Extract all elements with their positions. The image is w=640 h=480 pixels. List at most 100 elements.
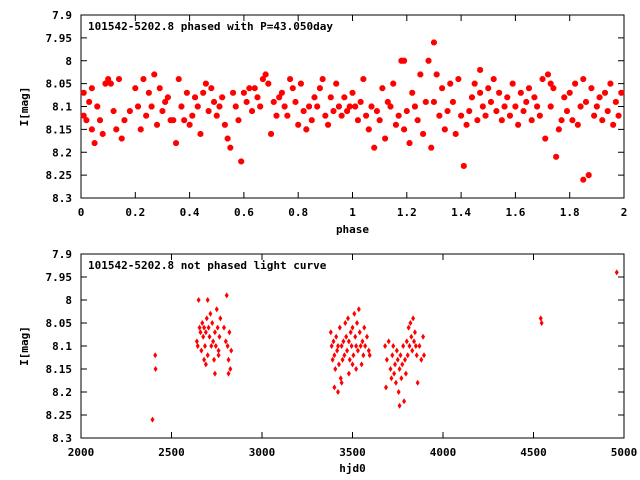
data-point	[384, 98, 391, 105]
data-point	[602, 89, 608, 96]
data-point	[612, 98, 619, 105]
data-point	[226, 370, 231, 377]
data-point	[153, 352, 158, 359]
data-point	[224, 135, 231, 142]
data-point	[580, 76, 587, 83]
data-point	[331, 338, 336, 345]
data-point	[436, 112, 443, 119]
data-point	[393, 361, 398, 368]
data-point	[463, 121, 470, 128]
data-point	[346, 338, 351, 345]
data-point	[545, 71, 551, 78]
data-point	[153, 366, 158, 372]
data-point	[577, 103, 584, 110]
data-point	[195, 343, 200, 349]
data-point	[574, 121, 581, 128]
data-point	[409, 89, 416, 96]
data-point	[350, 324, 355, 331]
data-point	[566, 89, 573, 96]
data-point	[334, 333, 339, 340]
data-point	[91, 140, 98, 147]
x-tick-label: 3500	[339, 446, 366, 459]
data-point	[198, 329, 203, 336]
data-point	[249, 108, 255, 115]
data-point	[212, 370, 217, 377]
data-point	[420, 130, 427, 137]
data-point	[396, 389, 401, 395]
data-point	[395, 112, 402, 119]
y-tick-label: 7.95	[46, 32, 73, 45]
data-point	[346, 103, 353, 110]
data-point	[154, 121, 160, 128]
data-point	[88, 85, 95, 92]
data-point	[349, 89, 356, 96]
chart-panel-1: 0 0.2 0.4 0.6 0.8 1 1.2 1.4 1.6 1.8 2 7.9 7.95 8 8.05 8…	[18, 9, 627, 236]
x-tick-label: 1	[349, 206, 356, 219]
data-point	[379, 85, 386, 92]
data-point	[257, 103, 264, 110]
data-point	[228, 366, 233, 372]
data-point	[572, 80, 579, 87]
x-tick-label: 2500	[158, 446, 185, 459]
data-point	[137, 126, 144, 133]
data-point	[203, 361, 208, 368]
data-point	[314, 103, 321, 110]
data-point	[186, 121, 193, 128]
data-point	[341, 338, 346, 345]
data-point	[196, 297, 201, 303]
data-point	[99, 130, 106, 137]
data-point	[408, 320, 413, 326]
data-point	[344, 108, 351, 115]
data-point	[558, 117, 565, 124]
y-tick-label: 8.25	[46, 409, 73, 422]
data-point	[346, 370, 351, 377]
x-tick-label: 1.2	[397, 206, 417, 219]
data-point	[338, 112, 345, 119]
data-point	[335, 347, 340, 354]
data-point	[345, 347, 350, 354]
data-point	[422, 98, 429, 105]
data-point	[183, 89, 190, 96]
data-point	[270, 98, 277, 105]
y-tick-label: 7.9	[52, 9, 72, 22]
data-point	[224, 292, 229, 299]
data-point	[88, 126, 95, 133]
data-point	[118, 135, 125, 142]
data-point	[393, 379, 398, 386]
x-tick-label: 2000	[68, 446, 95, 459]
data-point	[509, 80, 516, 87]
data-point	[227, 144, 234, 151]
y-tick-label: 8.3	[52, 192, 72, 205]
data-point	[534, 103, 541, 110]
data-point	[210, 320, 215, 326]
data-point	[354, 117, 361, 124]
data-point	[428, 144, 435, 151]
data-point	[94, 103, 101, 110]
data-point	[330, 356, 335, 363]
data-point	[538, 315, 543, 322]
data-point	[221, 324, 226, 331]
data-point	[368, 103, 375, 110]
data-point	[225, 343, 230, 349]
data-point	[444, 108, 451, 115]
data-point	[409, 333, 414, 340]
data-point	[339, 379, 344, 386]
data-point	[204, 315, 209, 322]
data-point	[596, 94, 603, 101]
data-point	[335, 103, 342, 110]
data-point	[553, 153, 560, 160]
data-point	[542, 135, 549, 142]
data-point	[300, 108, 307, 115]
data-point	[358, 343, 363, 349]
data-point	[202, 343, 207, 349]
data-point	[407, 343, 412, 349]
data-point	[273, 112, 280, 119]
data-point	[243, 98, 250, 105]
data-point	[421, 352, 426, 359]
data-point	[216, 103, 223, 110]
data-point	[390, 352, 395, 359]
data-point	[110, 108, 117, 115]
data-point	[306, 103, 313, 110]
data-point	[218, 315, 223, 322]
